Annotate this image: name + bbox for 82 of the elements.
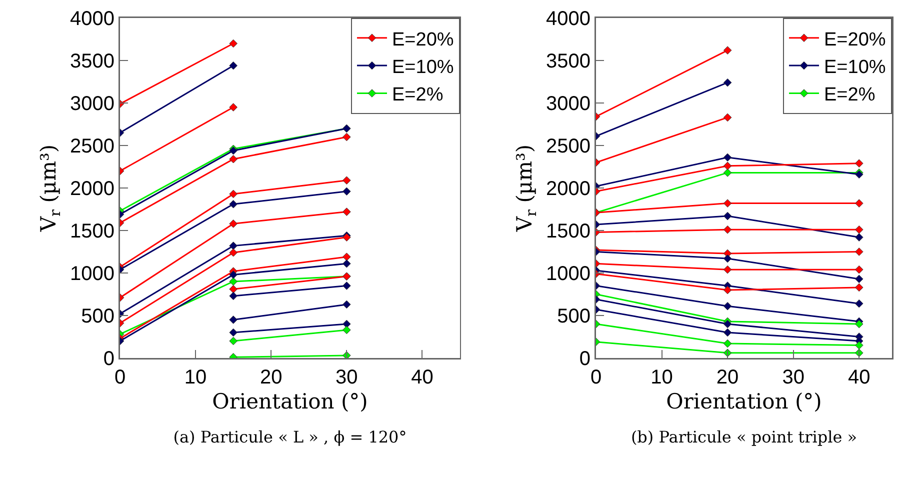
point	[854, 299, 864, 308]
x-axis-title: Orientation (°)	[666, 389, 822, 414]
x-tick-label: 20	[260, 366, 282, 388]
point	[723, 168, 732, 177]
point	[854, 159, 864, 168]
y-tick-label: 4000	[70, 8, 114, 30]
point	[854, 265, 864, 274]
point	[854, 233, 864, 242]
y-tick-label: 1500	[70, 220, 114, 242]
point	[229, 220, 238, 228]
y-tick-label: 1500	[546, 220, 590, 242]
point	[342, 326, 351, 334]
text: (b) Particule « point triple »	[630, 428, 858, 447]
y-tick-label: 0	[103, 348, 114, 370]
point	[723, 265, 732, 274]
x-tick-label: 30	[336, 366, 358, 388]
x-axis-title: Orientation (°)	[212, 389, 368, 414]
point	[229, 328, 238, 337]
point	[229, 336, 238, 346]
point	[854, 226, 864, 234]
point	[723, 328, 732, 337]
legend-label: E=10%	[392, 56, 454, 78]
point	[229, 154, 238, 164]
point	[342, 300, 351, 309]
y-tick-label: 4000	[546, 8, 590, 30]
y-tick-label: 0	[579, 348, 590, 370]
point	[723, 320, 732, 328]
point	[723, 162, 732, 170]
point	[723, 302, 732, 310]
point	[229, 190, 238, 198]
y-tick-label: 3500	[70, 50, 114, 72]
point	[854, 341, 864, 350]
point	[723, 212, 732, 220]
y-tick-label: 500	[557, 306, 590, 328]
x-tick-label: 20	[716, 366, 739, 388]
point	[854, 283, 864, 292]
point	[342, 132, 351, 142]
x-tick-label: 10	[184, 366, 207, 388]
text: (a) Particule « L » , ϕ = 120°	[173, 428, 407, 447]
point	[229, 248, 238, 257]
legend-label: E=10%	[824, 56, 886, 78]
x-tick-label: 30	[782, 366, 804, 388]
point	[723, 339, 732, 348]
point	[723, 153, 732, 162]
point	[342, 187, 351, 196]
y-tick-label: 1000	[70, 263, 114, 285]
x-tick-label: 40	[848, 366, 870, 388]
y-tick-label: 2500	[70, 136, 114, 158]
point	[342, 351, 351, 358]
point	[342, 208, 351, 216]
legend-label: E=2%	[392, 84, 444, 106]
y-tick-label: 3000	[546, 93, 590, 115]
y-tick-label: 3500	[546, 50, 590, 72]
y-tick-label: 500	[81, 306, 114, 328]
point	[854, 320, 864, 328]
y-tick-label: 3000	[70, 93, 114, 115]
y-tick-label: 2000	[546, 178, 590, 200]
point	[229, 285, 238, 294]
point	[854, 248, 864, 256]
point	[723, 199, 732, 208]
point	[723, 226, 732, 234]
point	[229, 270, 238, 279]
point	[229, 242, 238, 250]
y-tick-label: 2000	[70, 178, 114, 200]
point	[229, 200, 238, 208]
point	[854, 199, 864, 208]
y-tick-label: 1000	[546, 263, 590, 285]
x-tick-label: 10	[650, 366, 673, 388]
point	[229, 316, 238, 324]
legend-label: E=20%	[824, 29, 886, 50]
x-tick-label: 40	[411, 366, 434, 388]
point	[342, 260, 351, 268]
y-tick-label: 2500	[546, 136, 590, 158]
point	[229, 292, 238, 300]
legend-label: E=20%	[392, 29, 454, 50]
legend-label: E=2%	[824, 84, 876, 106]
point	[723, 254, 732, 263]
point	[723, 286, 732, 294]
point	[854, 274, 864, 284]
point	[342, 282, 351, 290]
point	[342, 176, 351, 184]
point	[342, 252, 351, 261]
